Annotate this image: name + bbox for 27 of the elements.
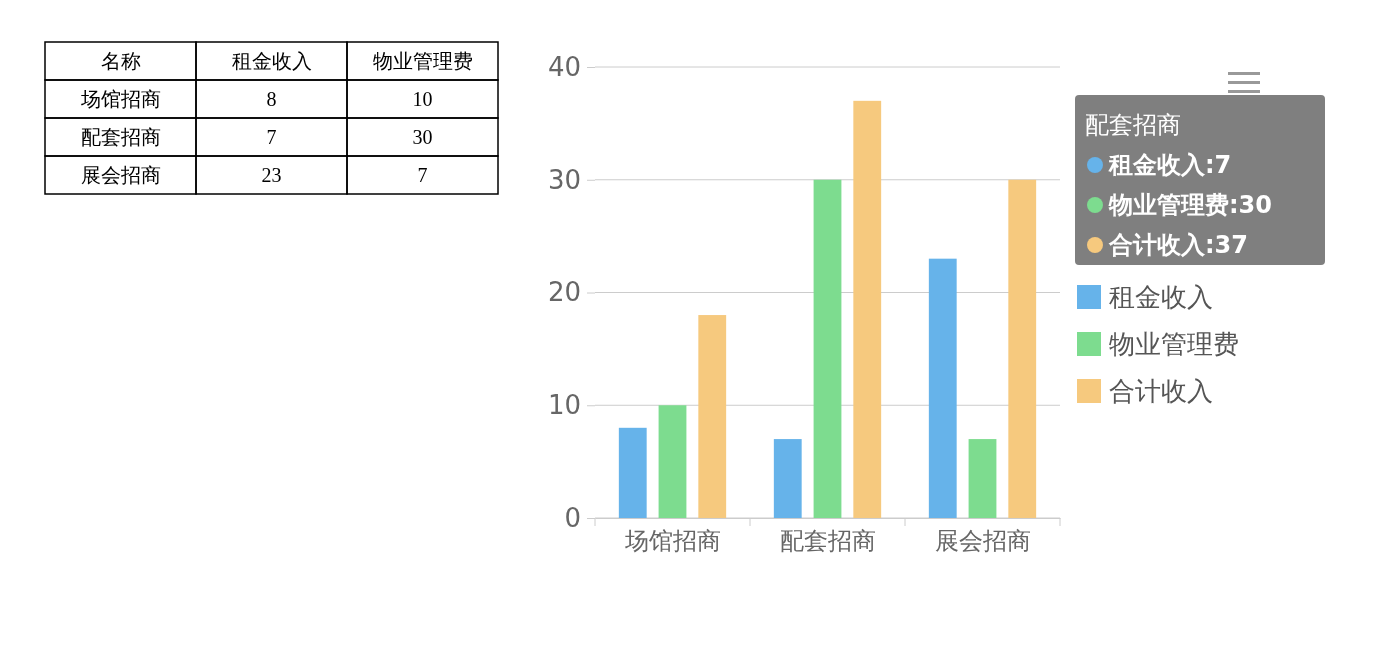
y-tick-label: 10 (547, 390, 581, 421)
text: 物业管理费:30 (1108, 191, 1272, 219)
y-tick-label: 30 (547, 164, 581, 195)
x-tick-label: 展会招商 (934, 527, 1031, 556)
text: 7 (417, 164, 428, 186)
text: 8 (266, 88, 277, 110)
legend-label: 合计收入 (1109, 376, 1213, 406)
text: 租金收入:7 (1108, 151, 1232, 179)
y-tick-label: 20 (547, 277, 581, 308)
y-tick-label: 0 (564, 502, 581, 533)
x-tick-label: 配套招商 (779, 527, 876, 556)
category-label: 配套招商 (80, 126, 161, 148)
text: 名称 (100, 50, 141, 72)
text: 30 (412, 126, 433, 148)
category-label: 场馆招商 (80, 88, 161, 110)
text: 7 (266, 126, 277, 148)
text: 配套招商 (1085, 111, 1181, 139)
text: 物业管理费 (372, 50, 473, 72)
legend-label: 租金收入 (1109, 282, 1213, 312)
x-tick-label: 场馆招商 (623, 527, 721, 556)
text: 23 (261, 164, 282, 186)
y-tick-label: 40 (547, 51, 581, 82)
text: 合计收入:37 (1108, 231, 1248, 259)
text: 租金收入 (231, 50, 312, 72)
legend-label: 物业管理费 (1109, 329, 1239, 359)
text: 10 (412, 88, 433, 110)
category-label: 展会招商 (80, 164, 161, 186)
